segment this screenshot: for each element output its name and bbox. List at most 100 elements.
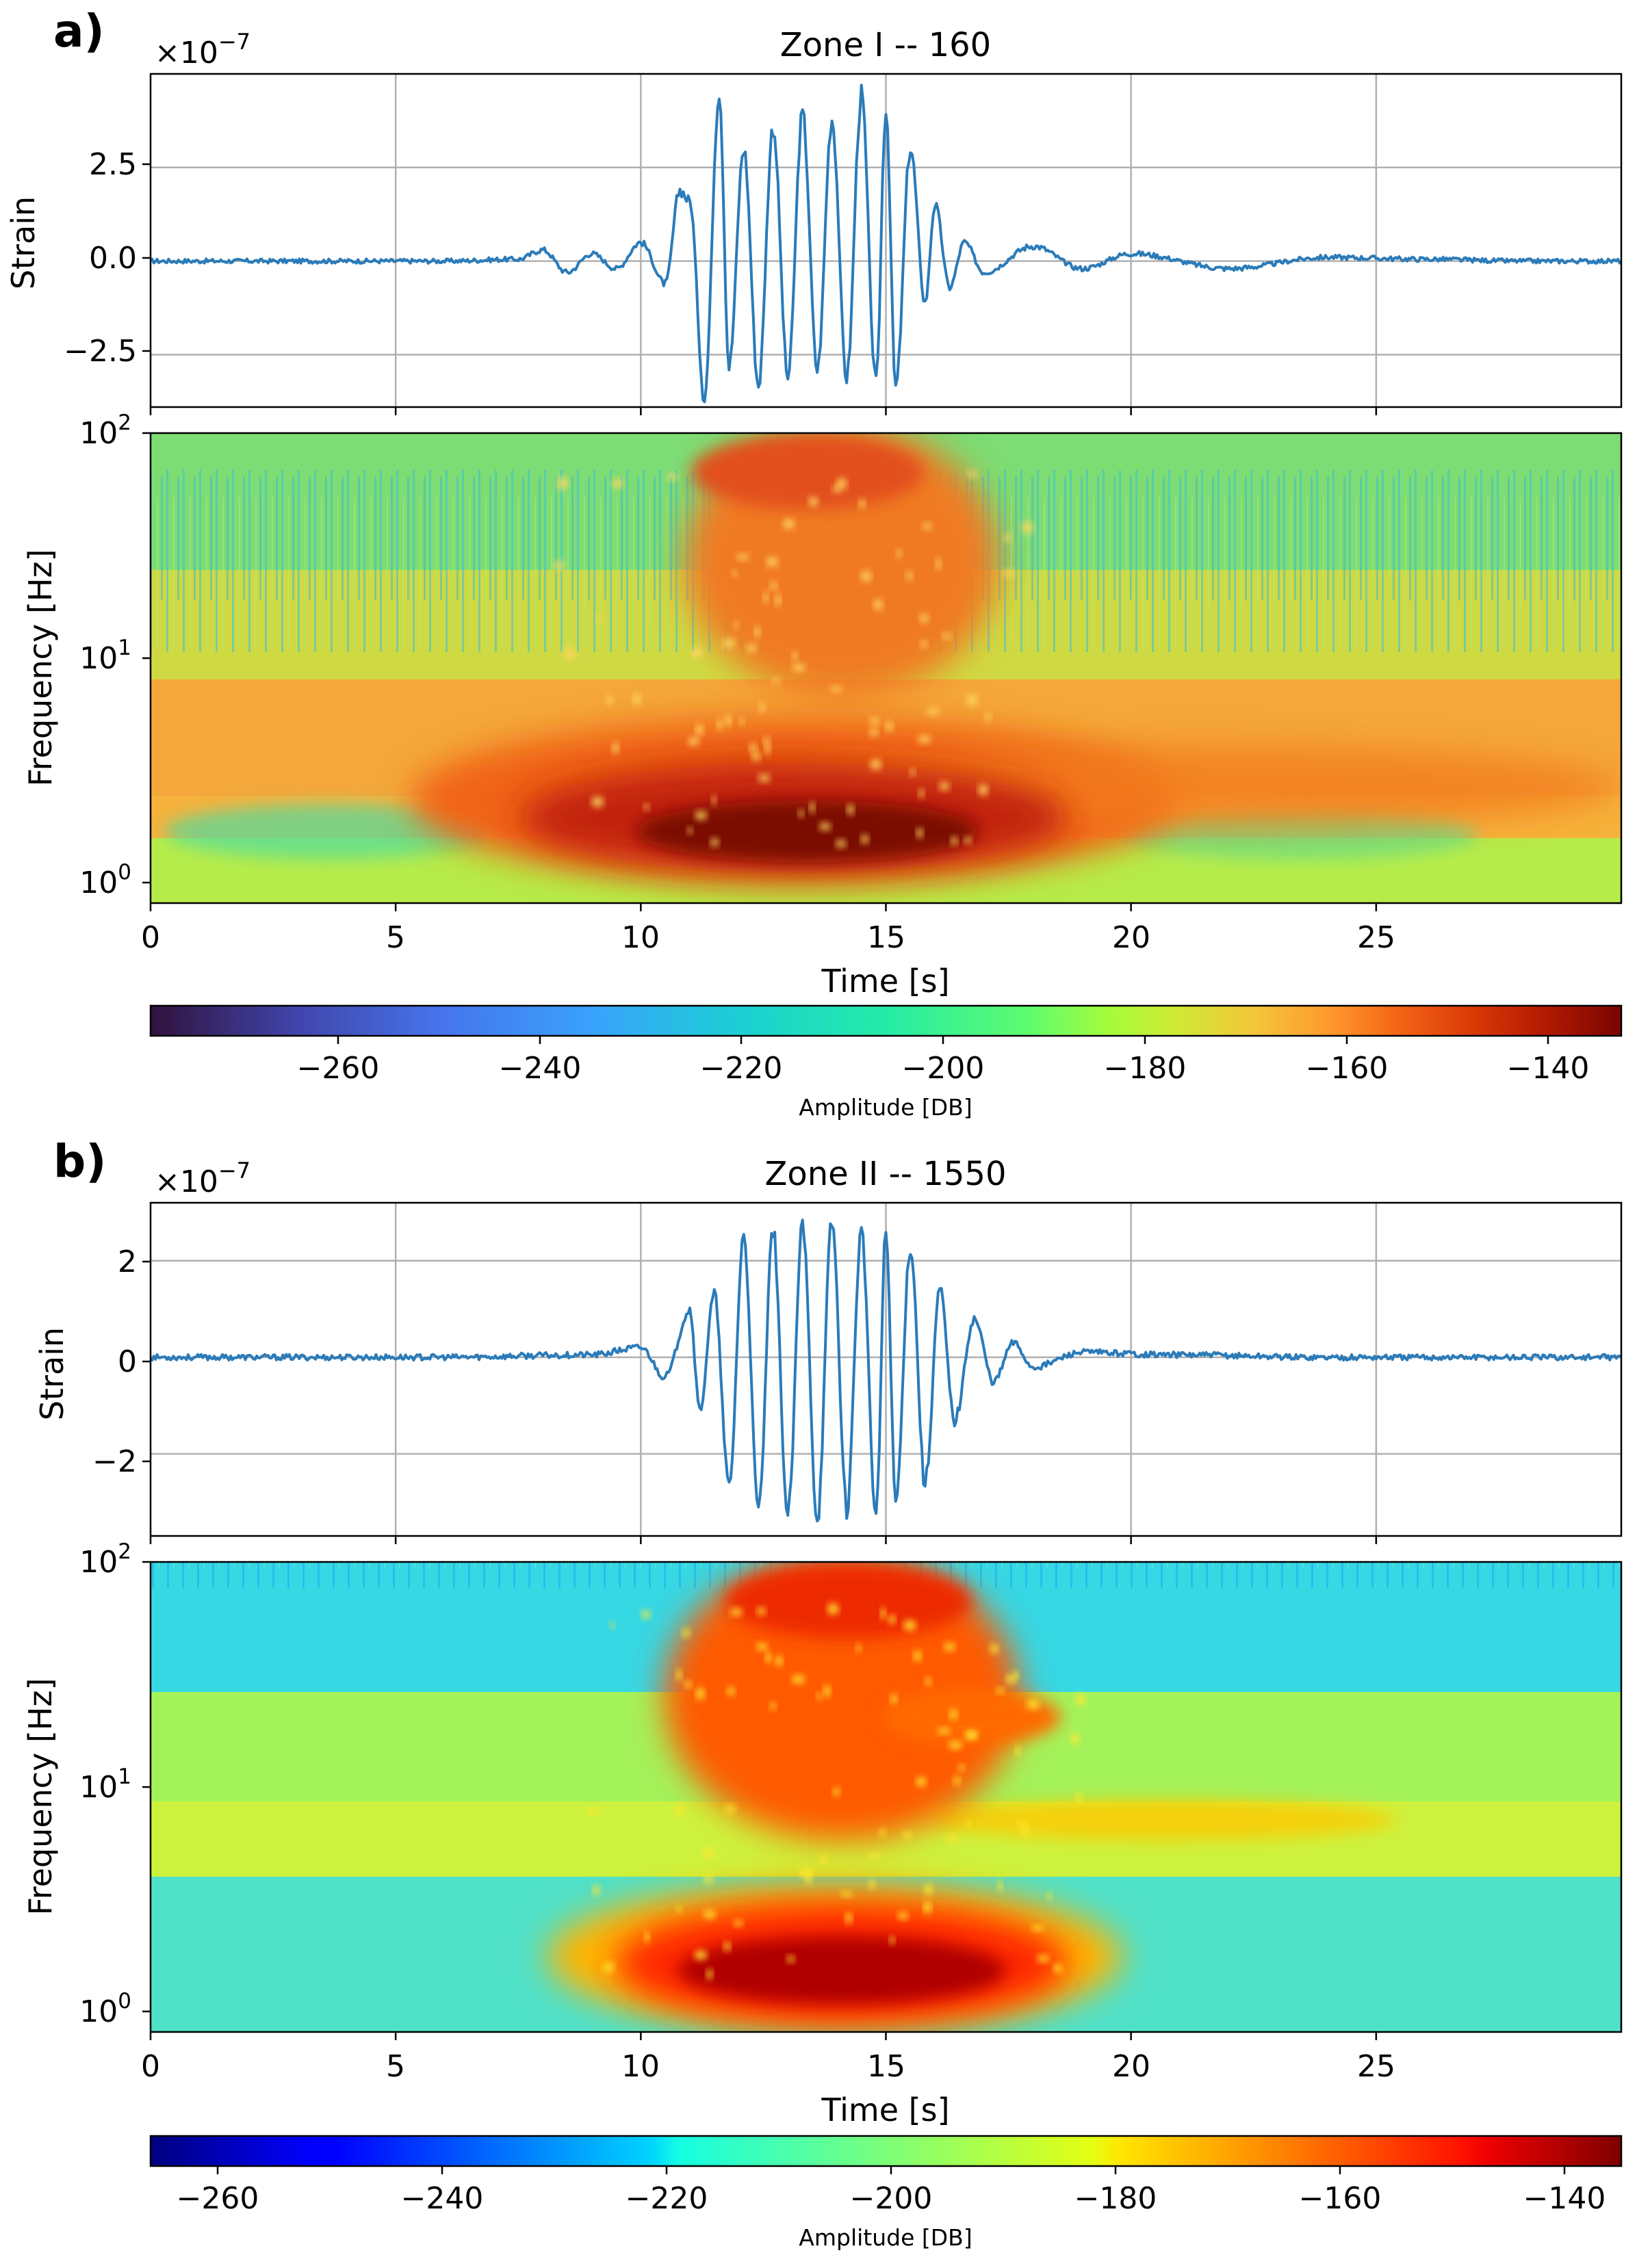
spec-hotspot-a-28 (643, 804, 650, 810)
spec-hotspot-a-14 (935, 558, 942, 570)
spec-hotspot-b-50 (953, 1776, 962, 1785)
spec-hotspot-b-52 (769, 1702, 777, 1710)
spec-hotspot-a-27 (1003, 569, 1014, 577)
strain-grid-a (149, 74, 1621, 415)
spec-hotspot-a-73 (763, 592, 769, 603)
freq-ytick-exp-a-1: 1 (118, 636, 131, 660)
spec-hotspot-b-40 (997, 1880, 1003, 1891)
spec-band-patch-b (931, 1799, 1396, 1840)
spec-hotspot-b-58 (765, 1652, 772, 1663)
spectrogram-a: 102 101 100 Frequency [Hz] 0 5 10 15 20 … (22, 410, 1623, 1000)
strain-ylabel-a: Strain (5, 196, 42, 289)
colorbar-ticks-a: −260 −240 −220 −200 −180 −160 −140 (297, 1036, 1589, 1086)
spec-hotspot-a-34 (885, 721, 894, 731)
spec-hotspot-b-16 (1026, 1699, 1040, 1710)
strain-ytick-label-b-0: 2 (118, 1244, 137, 1279)
time-xtick-label-b-3: 15 (867, 2049, 905, 2084)
panel-label-a: a) (53, 5, 105, 57)
spec-hotspot-b-18 (682, 1628, 691, 1637)
spec-hotspot-a-71 (919, 614, 929, 623)
time-xtick-label-b-2: 10 (621, 2049, 660, 2084)
spec-hotspot-a-22 (764, 743, 771, 755)
spec-hotspot-a-19 (632, 693, 641, 705)
spec-hotspot-a-4 (688, 737, 699, 746)
colorbar-tick-label-a-4: −180 (1104, 1051, 1187, 1086)
spec-hotspot-a-72 (717, 718, 723, 730)
spec-hotspot-a-24 (667, 473, 678, 481)
spec-hotspot-b-73 (867, 1853, 879, 1859)
spec-hotspot-a-65 (733, 621, 740, 629)
spec-hotspot-a-64 (918, 735, 931, 744)
spec-hotspot-b-74 (1013, 1671, 1020, 1680)
spec-hotspot-b-4 (603, 1961, 615, 1972)
spec-hotspot-b-23 (703, 1910, 716, 1919)
colorbar-title-b: Amplitude [DB] (799, 2224, 972, 2251)
freq-ytick-label-b-0: 102 (79, 1539, 131, 1580)
spec-hotspot-a-5 (942, 633, 952, 639)
spec-hotspot-a-11 (847, 804, 855, 815)
spec-hotspot-b-71 (990, 1644, 999, 1654)
spec-hotspot-b-38 (644, 1931, 650, 1943)
spec-hotspot-a-10 (951, 836, 958, 845)
spec-hotspot-a-37 (978, 784, 988, 796)
spec-hotspot-b-21 (903, 1831, 912, 1839)
spec-hotspot-b-5 (704, 1875, 714, 1884)
time-xtick-label-a-1: 5 (386, 920, 405, 955)
strain-ytick-label-a-2: −2.5 (64, 334, 137, 369)
spec-hotspot-a-53 (739, 718, 745, 725)
strain-yticks-a: 2.5 0.0 −2.5 (64, 147, 151, 369)
spec-hotspot-a-66 (722, 638, 736, 648)
freq-ytick-label-a-2: 100 (79, 860, 131, 900)
spec-hotspot-a-61 (711, 796, 717, 805)
spec-hotspot-a-16 (591, 796, 604, 807)
panel-a: a) Zone I -- 160 ×10−7 2.5 0.0 −2.5 Stra… (5, 5, 1623, 1121)
spec-hotspot-b-65 (1031, 1925, 1044, 1931)
spec-hotspot-a-50 (782, 519, 795, 529)
time-xtick-label-a-4: 20 (1112, 920, 1150, 955)
spec-hotspot-b-75 (827, 1603, 839, 1615)
strain-ylabel-b: Strain (34, 1327, 70, 1420)
spec-hotspot-a-74 (835, 839, 847, 848)
spec-hotspot-b-35 (888, 1615, 896, 1624)
spec-hotspot-a-23 (762, 737, 771, 745)
spec-hotspot-b-77 (756, 1643, 768, 1651)
exponent-label-a: ×10−7 (155, 29, 250, 70)
spec-hotspot-b-13 (703, 1848, 715, 1859)
exponent-power-b: −7 (218, 1158, 250, 1184)
spec-hotspot-b-56 (925, 1678, 932, 1686)
spec-hotspot-a-31 (553, 560, 565, 571)
strain-ytick-label-a-0: 2.5 (89, 147, 137, 182)
colorbar-tick-label-a-3: −200 (902, 1051, 985, 1086)
plot-title-b: Zone II -- 1550 (764, 1155, 1006, 1193)
spec-hotspot-b-2 (1075, 1694, 1086, 1706)
freq-ytick-exp-b-0: 2 (118, 1539, 131, 1564)
spec-hf-peak-b (725, 1563, 972, 1639)
spec-hf-peak-a (691, 434, 924, 510)
spec-hotspot-a-76 (910, 768, 916, 776)
spec-hotspot-b-7 (819, 1855, 828, 1864)
colorbar-ticks-b: −260 −240 −220 −200 −180 −160 −140 (177, 2166, 1606, 2216)
freq-yticks-a: 102 101 100 (79, 410, 151, 900)
freq-yticks-b: 102 101 100 (79, 1539, 151, 2029)
spec-hotspot-a-59 (860, 571, 872, 582)
freq-ytick-label-b-2: 100 (79, 1989, 131, 2029)
strain-series-line-a (150, 83, 1623, 404)
spec-hotspot-a-41 (869, 717, 881, 725)
spec-hotspot-a-49 (732, 571, 738, 577)
spec-hotspot-b-33 (733, 1920, 744, 1927)
spec-hotspot-a-51 (710, 838, 719, 847)
spec-hotspot-a-57 (873, 599, 884, 610)
spec-hotspot-a-32 (918, 789, 925, 798)
spec-hotspot-a-60 (860, 835, 869, 844)
strain-ytick-label-b-1: 0 (118, 1344, 137, 1379)
spec-hotspot-b-28 (1053, 1964, 1063, 1972)
freq-ytick-label-a-1: 101 (79, 636, 131, 676)
freq-ytick-label-b-1: 101 (79, 1764, 131, 1805)
spec-hotspot-a-25 (818, 822, 832, 831)
spec-hotspot-b-39 (868, 1879, 876, 1889)
spec-hotspot-a-42 (724, 714, 732, 727)
spec-hotspot-b-27 (965, 1821, 971, 1827)
spec-hotspot-b-43 (730, 1608, 743, 1616)
spec-hotspot-b-22 (641, 1610, 652, 1619)
spec-frame-a (149, 432, 1623, 904)
